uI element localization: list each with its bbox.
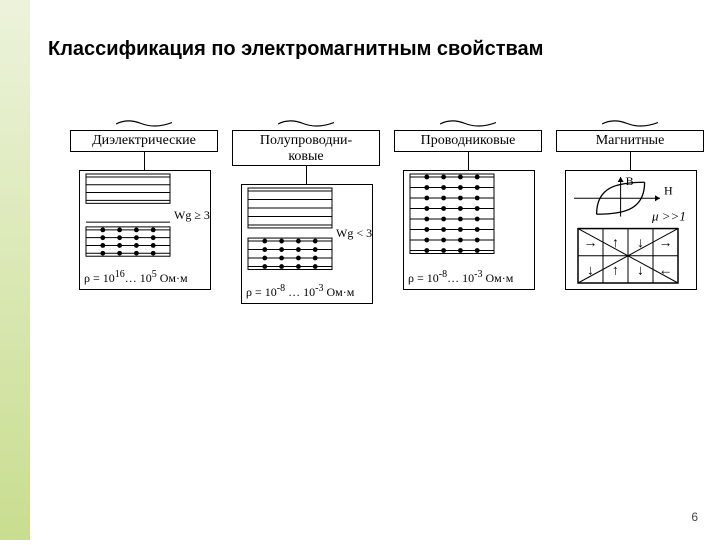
- classification-diagram: Диэлектрические Wg ≥ 3 эВ ρ = 1016… 105 Ом…: [70, 130, 710, 350]
- sidebar-stripe: Общая классификация материалов: [0, 0, 30, 540]
- squiggle-connector: [116, 118, 172, 128]
- svg-text:↓: ↓: [637, 261, 644, 277]
- svg-text:Wg ≥ 3 эВ: Wg ≥ 3 эВ: [174, 208, 210, 222]
- squiggle-connector: [602, 118, 658, 128]
- connector: [468, 152, 469, 170]
- illustration-conductor: ρ = 10-8… 10-3 Ом·м: [403, 170, 535, 290]
- squiggle-connector: [278, 118, 334, 128]
- connector: [630, 152, 631, 170]
- svg-text:↑: ↑: [612, 234, 619, 250]
- illustration-dielectric: Wg ≥ 3 эВ ρ = 1016… 105 Ом·м: [79, 170, 211, 290]
- illustration-semiconductor: Wg < 3 эВ ρ = 10-8 … 10-3 Ом·м: [241, 184, 373, 304]
- header-semiconductor: Полупроводни-ковые: [232, 130, 380, 166]
- page-number: 6: [691, 510, 698, 524]
- svg-text:→: →: [659, 234, 673, 250]
- sidebar-gradient: [0, 0, 30, 540]
- column-magnetic: МагнитныеBHμ >>1→↑↓→↓↑↓←: [556, 130, 704, 152]
- rho-conductor: ρ = 10-8… 10-3 Ом·м: [408, 269, 513, 286]
- column-semiconductor: Полупроводни-ковыеWg < 3 эВρ = 10-8 … 10…: [232, 130, 380, 166]
- svg-text:↓: ↓: [587, 261, 594, 277]
- svg-text:→: →: [584, 234, 598, 250]
- svg-text:H: H: [664, 183, 673, 197]
- band-structure: Wg < 3 эВ: [242, 185, 372, 281]
- rho-dielectric: ρ = 1016… 105 Ом·м: [84, 269, 188, 286]
- header-conductor: Проводниковые: [394, 130, 542, 152]
- squiggle-connector: [440, 118, 496, 128]
- header-magnetic: Магнитные: [556, 130, 704, 152]
- column-dielectric: ДиэлектрическиеWg ≥ 3 эВρ = 1016… 105 Ом…: [70, 130, 218, 152]
- rho-semiconductor: ρ = 10-8 … 10-3 Ом·м: [246, 283, 354, 300]
- page-title: Классификация по электромагнитным свойст…: [48, 38, 543, 61]
- svg-text:μ >>1: μ >>1: [651, 208, 686, 223]
- svg-text:Wg < 3 эВ: Wg < 3 эВ: [336, 226, 372, 240]
- magnetic-diagram: B Hμ >>1 → ↑ ↓ → ↓ ↑ ↓ ←: [566, 171, 696, 289]
- band-structure: [404, 171, 534, 267]
- svg-text:↓: ↓: [637, 234, 644, 250]
- svg-text:↑: ↑: [612, 261, 619, 277]
- header-dielectric: Диэлектрические: [70, 130, 218, 152]
- connector: [306, 166, 307, 184]
- svg-text:←: ←: [659, 261, 673, 277]
- svg-text:B: B: [626, 174, 634, 188]
- illustration-magnetic: B Hμ >>1 → ↑ ↓ → ↓ ↑ ↓ ←: [565, 170, 697, 290]
- column-conductor: Проводниковыеρ = 10-8… 10-3 Ом·м: [394, 130, 542, 152]
- band-structure: Wg ≥ 3 эВ: [80, 171, 210, 267]
- connector: [144, 152, 145, 170]
